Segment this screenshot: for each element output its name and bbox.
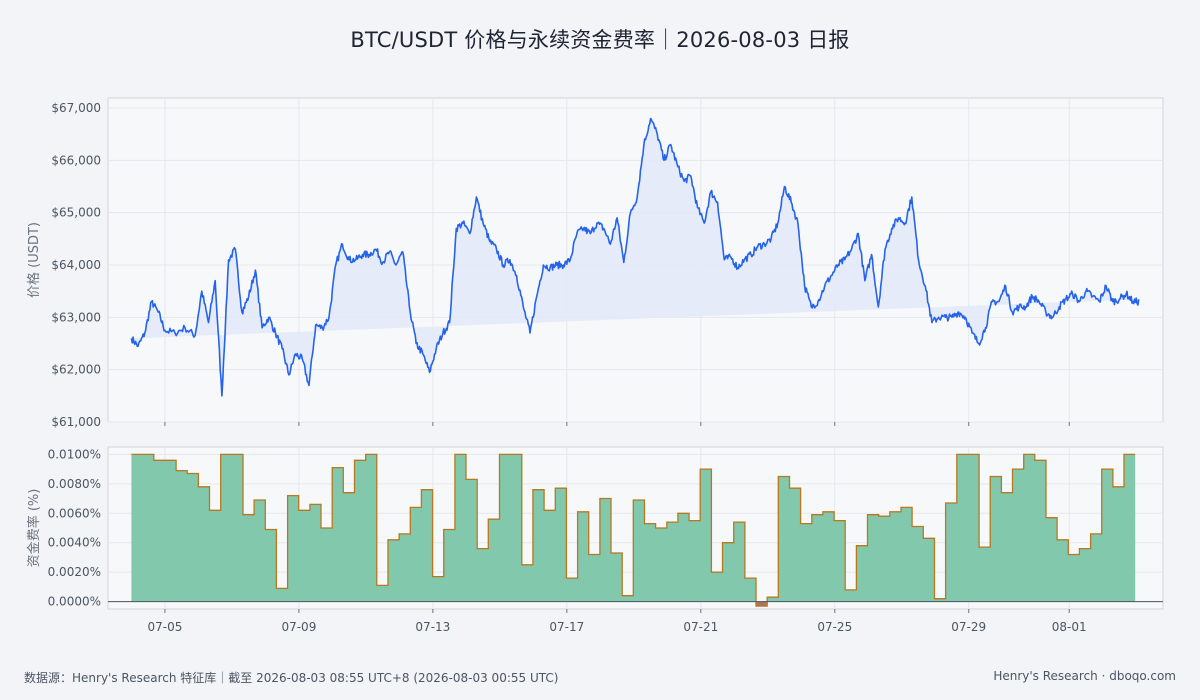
funding-y-tick-label: 0.0020% (48, 565, 101, 579)
price-y-tick-label: $62,000 (51, 363, 101, 377)
x-tick-label: 08-01 (1052, 620, 1087, 634)
funding-y-tick-label: 0.0100% (48, 447, 101, 461)
brand-credit: Henry's Research · dboqo.com (993, 669, 1176, 683)
x-tick-label: 07-13 (415, 620, 450, 634)
price-y-tick-label: $64,000 (51, 258, 101, 272)
funding-area-fill (131, 454, 1136, 607)
price-y-tick-label: $66,000 (51, 153, 101, 167)
date-x-ticks: 07-05 07-09 07-13 07-17 07-21 07-25 07-29 08-01 (147, 422, 1087, 634)
x-tick-label: 07-29 (951, 620, 986, 634)
funding-y-tick-label: 0.0060% (48, 506, 101, 520)
price-y-axis-label: 价格 (USDT) (26, 222, 42, 298)
data-source-note: 数据源：Henry's Research 特征库｜截至 2026-08-03 0… (24, 671, 559, 685)
price-area-fill (131, 118, 1139, 396)
price-line (130, 117, 1140, 397)
funding-y-tick-label: 0.0040% (48, 536, 101, 550)
price-y-tick-label: $63,000 (51, 310, 101, 324)
funding-y-axis-label: 资金费率 (%) (26, 489, 42, 568)
price-y-tick-label: $67,000 (51, 101, 101, 115)
funding-y-tick-label: 0.0000% (48, 595, 101, 609)
x-tick-label: 07-21 (683, 620, 718, 634)
funding-y-ticks: 0.0000% 0.0020% 0.0040% 0.0060% 0.0080% 0.010… (48, 447, 101, 608)
x-tick-label: 07-25 (817, 620, 852, 634)
x-tick-label: 07-17 (549, 620, 584, 634)
funding-negative-bars (756, 601, 768, 607)
funding-y-tick-label: 0.0080% (48, 477, 101, 491)
chart-title: BTC/USDT 价格与永续资金费率｜2026-08-03 日报 (350, 28, 850, 52)
x-tick-label: 07-09 (281, 620, 316, 634)
x-tick-label: 07-05 (147, 620, 182, 634)
price-y-tick-label: $61,000 (51, 415, 101, 429)
price-y-tick-label: $65,000 (51, 206, 101, 220)
price-y-ticks: $61,000 $62,000 $63,000 $64,000 $65,000 $66,0… (51, 101, 101, 429)
funding-negative-bar (756, 601, 768, 607)
funding-step-line (131, 453, 1136, 607)
